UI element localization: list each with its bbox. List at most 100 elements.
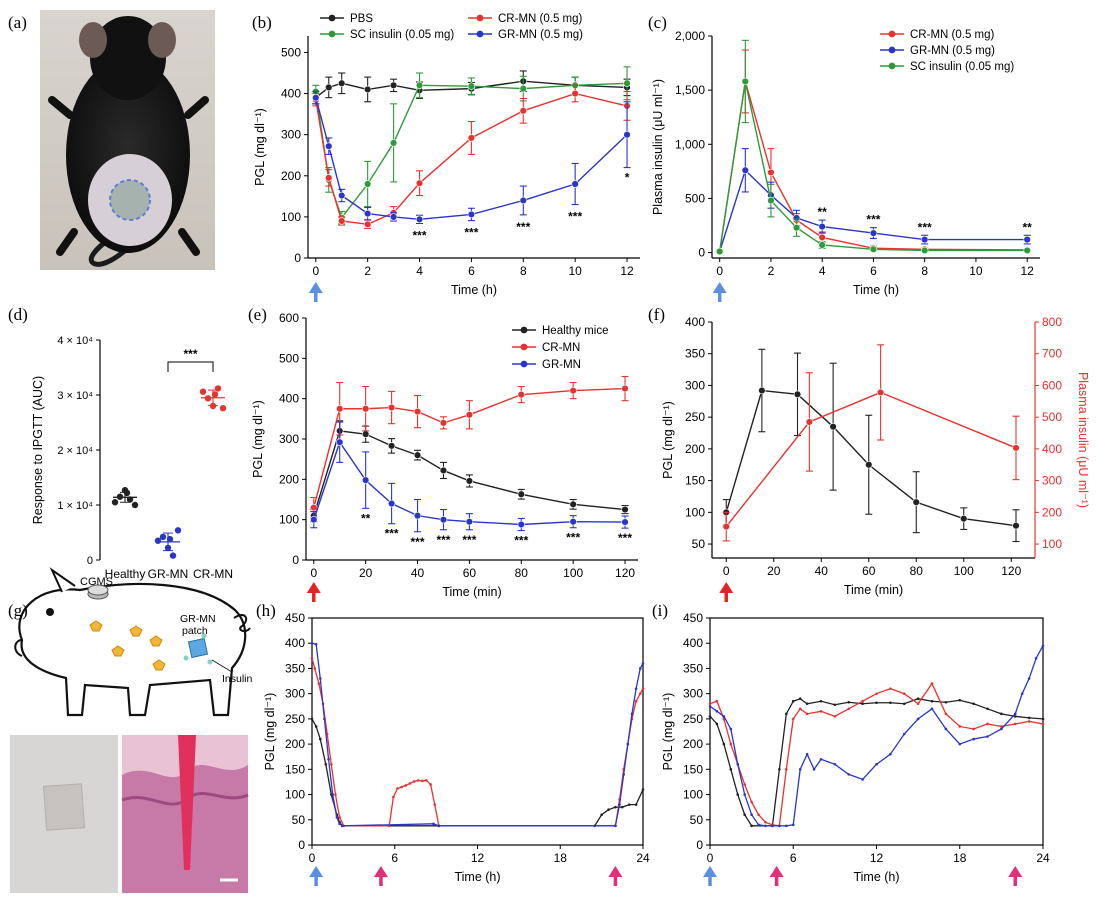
chart-d-category-label: Healthy — [105, 567, 146, 581]
chart-f-y-tick-label: 50 — [692, 537, 706, 551]
panel-label-b: (b) — [252, 13, 272, 32]
chart-i-data-point — [916, 697, 920, 701]
chart-b-series-line — [315, 92, 628, 226]
panel-g-pig-illustration: CGMS GR-MN patch Insulin — [10, 567, 253, 893]
chart-h-y-tick-label: 400 — [285, 636, 305, 650]
chart-h-data-point — [341, 824, 344, 828]
chart-f-series-1 — [722, 344, 1020, 542]
chart-e-data-point — [413, 407, 422, 416]
chart-f-x-tick-label: 80 — [910, 564, 924, 578]
chart-b-data-point — [623, 79, 631, 87]
chart-e-axes: 0 20 40 60 80 100 120 0 100 200 300 400 500 600 Time (… — [251, 311, 638, 599]
chart-b-data-point — [363, 220, 372, 228]
chart-i-data-point — [785, 824, 788, 828]
chart-e-x-tick-label: 100 — [563, 566, 583, 580]
chart-c-data-point — [767, 168, 775, 177]
chart-i-data-point — [764, 824, 767, 828]
chart-i-data-point — [986, 722, 989, 726]
chart-b-data-point — [325, 142, 333, 150]
chart-e-data-point — [621, 518, 629, 526]
chart-e-data-point — [336, 405, 344, 413]
panel-label-i: (i) — [652, 601, 668, 620]
insulin-label: Insulin — [222, 673, 253, 685]
chart-b-data-point — [415, 179, 424, 187]
chart-i-data-point — [819, 710, 823, 713]
chart-i-data-point — [1041, 722, 1045, 726]
chart-f-y-tick-label: 200 — [685, 442, 705, 456]
chart-d-data-point — [166, 535, 174, 543]
chart-c-y-tick-label: 1,000 — [675, 137, 705, 151]
chart-h-series-line — [311, 658, 644, 827]
chart-c-y-tick-label: 0 — [698, 246, 705, 260]
chart-c-data-point — [741, 77, 750, 86]
chart-i-data-point — [708, 702, 712, 706]
chart-d-data-point — [219, 405, 227, 412]
chart-e-significance: *** — [411, 535, 425, 549]
chart-e-data-point — [439, 466, 448, 475]
cgms-label: CGMS — [80, 576, 113, 588]
chart-i-data-point — [930, 707, 934, 711]
chart-h-series-2 — [310, 641, 645, 828]
panel-a-mouse-photo — [40, 10, 215, 270]
chart-d-bracket — [167, 361, 214, 372]
chart-i-data-point — [930, 682, 934, 685]
chart-e-data-point — [361, 430, 370, 438]
chart-f-y2-tick-label: 800 — [1042, 315, 1062, 329]
chart-b-data-point — [571, 89, 579, 98]
chart-b-data-point — [623, 130, 631, 139]
chart-i-data-point — [764, 821, 767, 824]
chart-i-data-point — [736, 793, 740, 796]
panel-label-a: (a) — [8, 13, 27, 32]
chart-h-y-tick-label: 450 — [285, 611, 305, 625]
chart-h-data-point — [429, 783, 432, 786]
chart-h-data-point — [318, 737, 322, 741]
chart-b-data-point — [571, 180, 579, 188]
chart-i-data-point — [1000, 712, 1003, 716]
chart-d-data-point — [169, 552, 177, 559]
chart-c-x-tick-label: 8 — [921, 264, 928, 278]
chart-b-x-label: Time (h) — [451, 283, 497, 297]
chart-e-series-2 — [310, 421, 629, 533]
chart-f-series-0 — [722, 348, 1020, 543]
chart-h-data-point — [607, 808, 610, 811]
chart-i-x-tick-label: 18 — [953, 851, 967, 865]
chart-e-series-0 — [310, 420, 629, 523]
chart-i-data-point — [1000, 725, 1003, 728]
chart-i-data-point — [875, 701, 878, 705]
chart-c-x-tick-label: 6 — [870, 264, 877, 278]
chart-i-data-point — [1041, 644, 1045, 648]
chart-i-y-tick-label: 150 — [683, 762, 703, 776]
chart-h-data-point — [330, 762, 333, 766]
legend-marker — [328, 14, 336, 22]
chart-e-injection-arrow-head — [306, 582, 321, 593]
chart-i-data-point — [715, 699, 719, 703]
chart-f-series-line — [725, 389, 1017, 527]
chart-i-data-point — [729, 727, 733, 731]
chart-i-data-point — [986, 735, 989, 738]
chart-h-data-point — [416, 779, 420, 782]
chart-i-data-point — [743, 783, 746, 786]
chart-b-data-point — [519, 84, 527, 93]
chart-b-data-point — [338, 79, 346, 87]
chart-e-x-tick-label: 120 — [615, 566, 635, 580]
chart-e-data-point — [465, 411, 474, 419]
chart-i-data-point — [944, 727, 948, 731]
chart-e-data-point — [387, 499, 396, 508]
chart-h-data-point — [641, 662, 645, 665]
legend-label: PBS — [350, 13, 373, 25]
chart-h-data-point — [318, 677, 322, 680]
panel-label-f: (f) — [648, 305, 665, 324]
chart-b-y-tick-label: 100 — [281, 210, 301, 224]
panel-label-g: (g) — [8, 601, 28, 620]
chart-b-legend: PBS SC insulin (0.05 mg) CR-MN (0.5 mg) GR-… — [320, 13, 583, 41]
chart-b-x-tick-label: 6 — [468, 264, 475, 278]
chart-c-data-point — [920, 235, 929, 244]
chart-i-data-point — [861, 699, 864, 703]
legend-label: SC insulin (0.05 mg) — [350, 29, 454, 41]
chart-e-significance: *** — [436, 533, 450, 547]
legend-label: CR-MN — [542, 342, 580, 354]
chart-i-data-point — [1013, 715, 1017, 718]
chart-c-y-tick-label: 1,500 — [675, 83, 705, 97]
chart-e-significance: *** — [385, 527, 399, 541]
chart-h-data-point — [327, 757, 330, 761]
